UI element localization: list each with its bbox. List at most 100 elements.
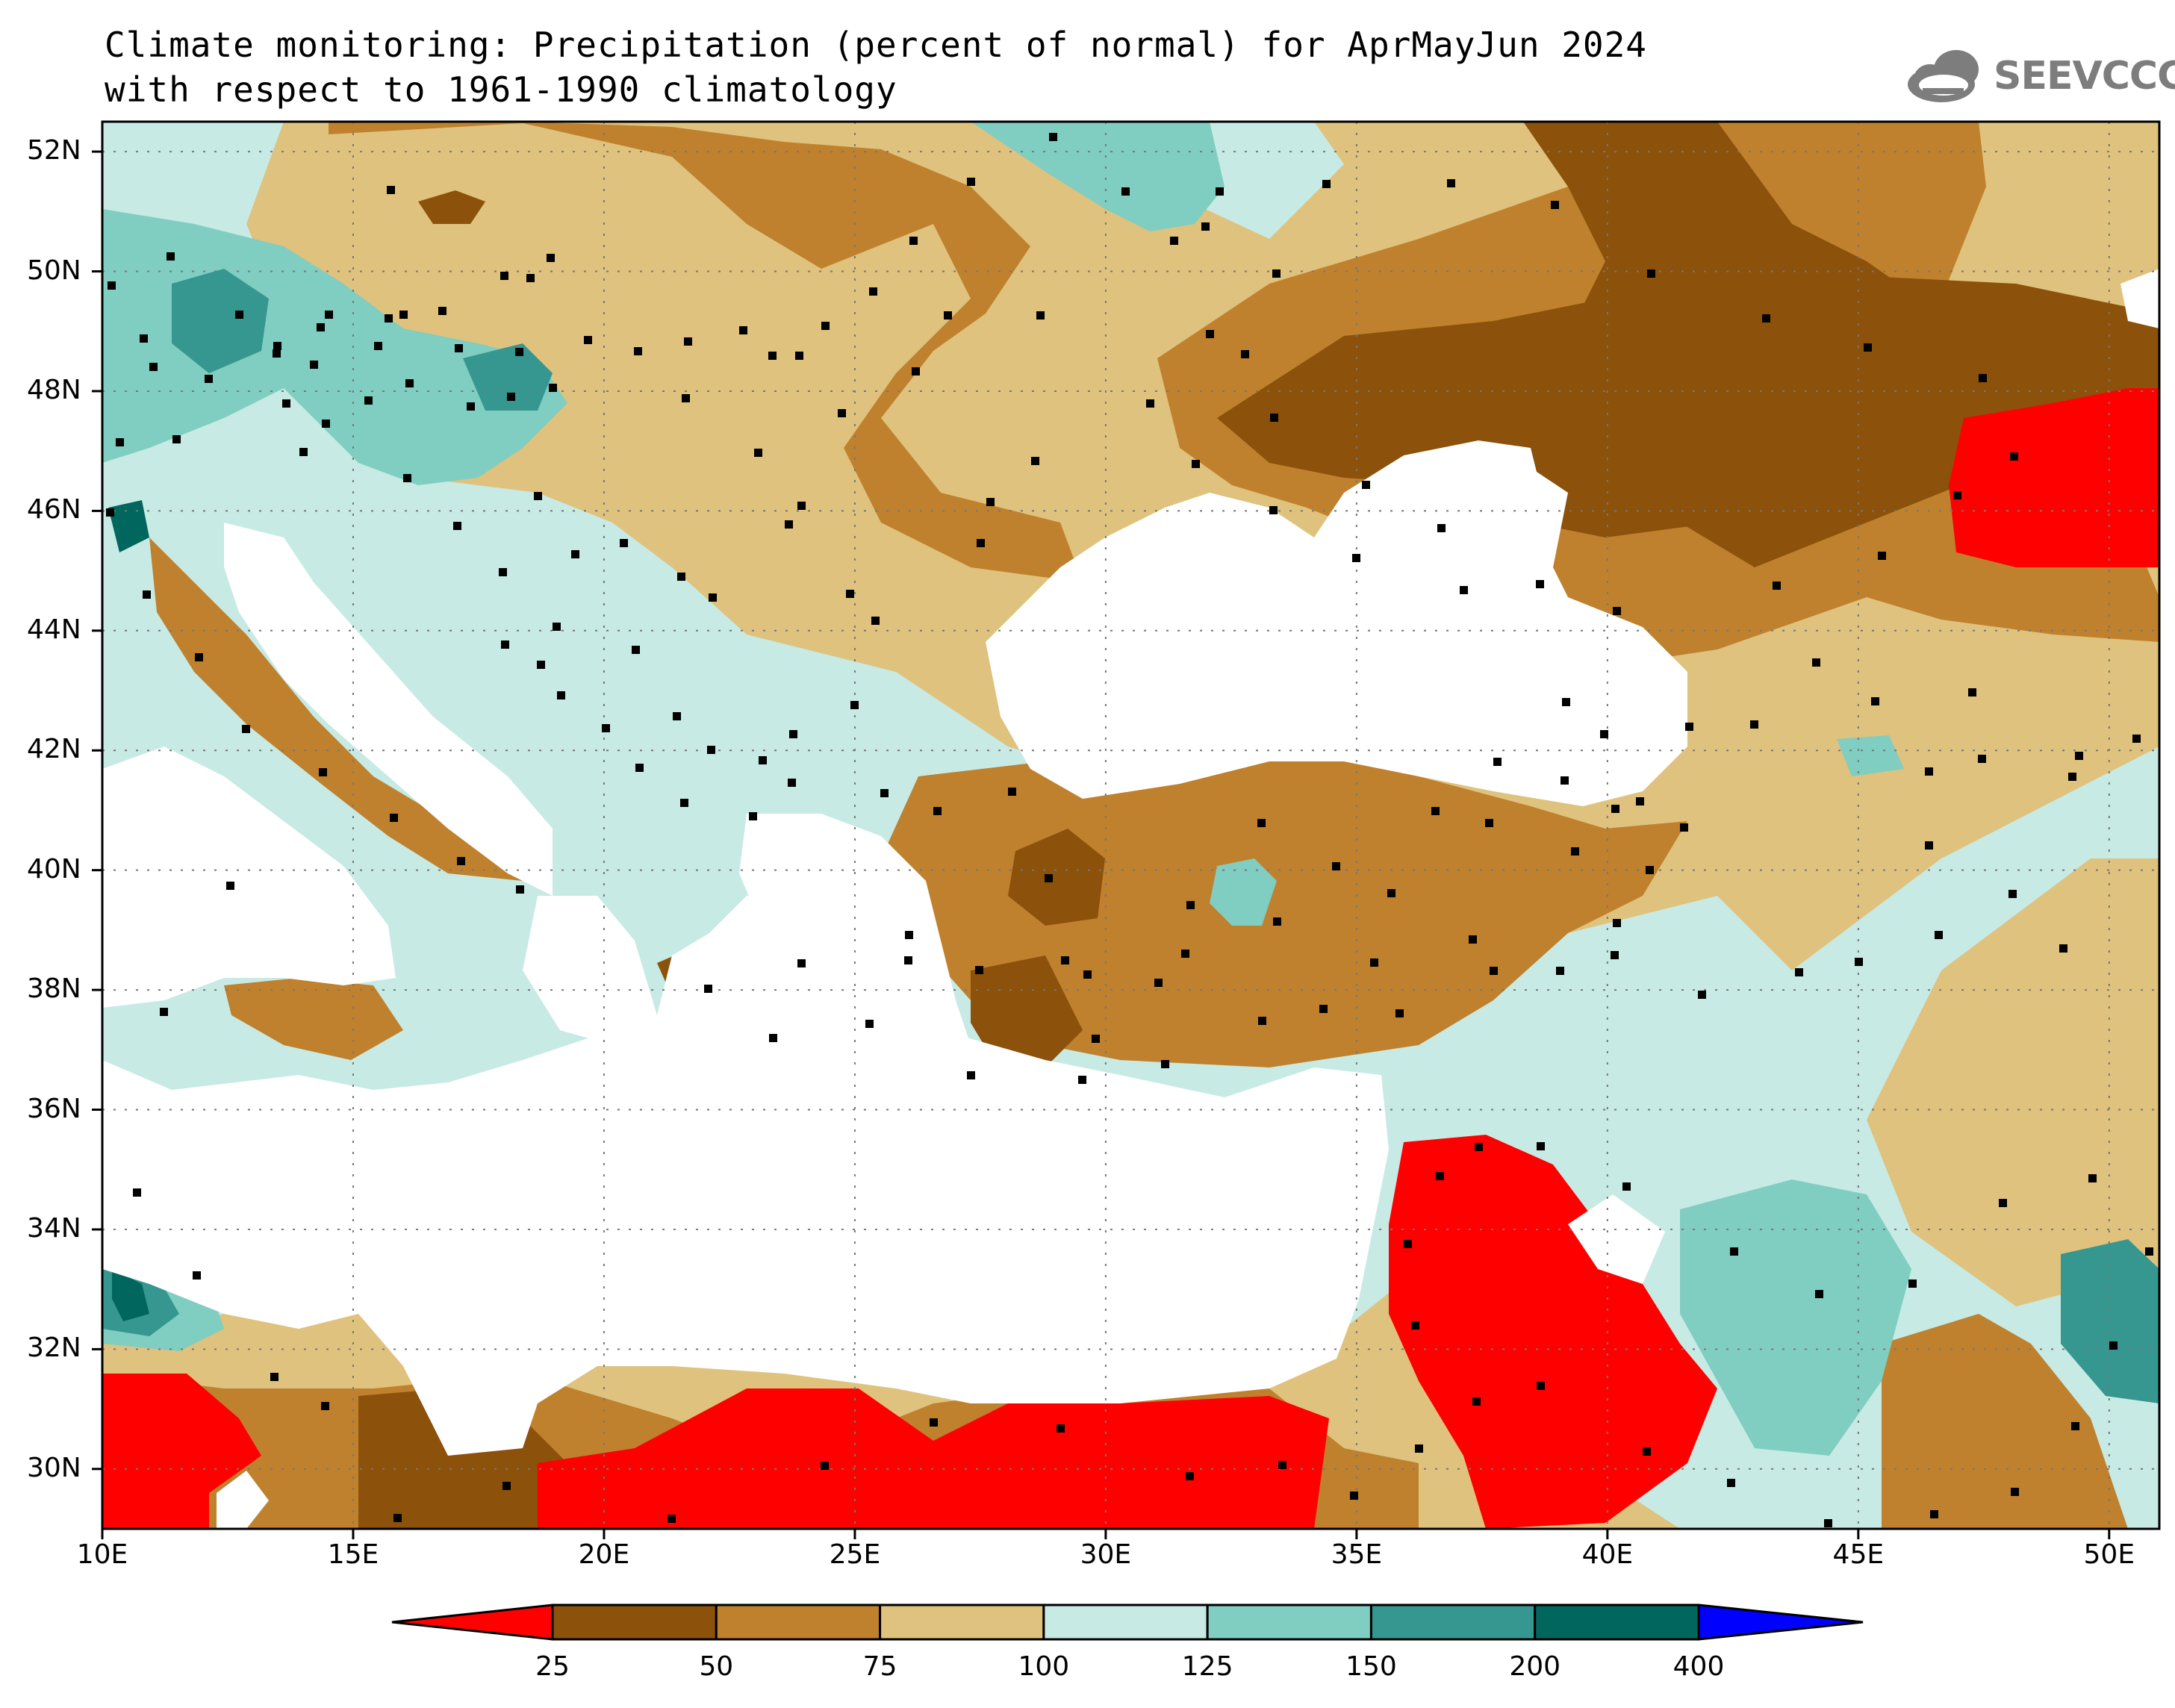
station-marker — [1192, 460, 1200, 468]
station-marker — [632, 646, 640, 654]
colorbar-segment — [551, 1603, 718, 1641]
colorbar-label: 50 — [699, 1651, 734, 1682]
station-marker — [1493, 758, 1502, 766]
station-marker — [1750, 720, 1758, 729]
station-marker — [1201, 222, 1210, 231]
longitude-label: 35E — [1331, 1539, 1383, 1570]
station-marker — [1154, 979, 1163, 987]
station-marker — [1999, 1199, 2007, 1207]
field-below-25-tunisia — [102, 1374, 261, 1529]
station-marker — [797, 959, 806, 967]
station-marker — [1556, 967, 1564, 975]
station-marker — [821, 1462, 829, 1470]
station-marker — [1469, 935, 1477, 944]
station-marker — [986, 498, 995, 506]
station-marker — [1773, 582, 1781, 590]
station-marker — [2071, 1422, 2079, 1430]
station-marker — [1795, 968, 1803, 976]
station-marker — [1864, 343, 1872, 352]
station-marker — [673, 712, 681, 720]
station-marker — [768, 352, 777, 360]
station-marker — [438, 307, 446, 315]
colorbar-label: 25 — [535, 1651, 570, 1682]
station-marker — [1562, 698, 1570, 706]
station-marker — [871, 617, 880, 625]
station-marker — [1332, 862, 1340, 870]
station-marker — [2008, 890, 2017, 898]
colorbar-label: 125 — [1181, 1651, 1233, 1682]
station-marker — [1057, 1424, 1065, 1433]
colorbar-segment — [1042, 1603, 1209, 1641]
station-marker — [537, 661, 545, 669]
longitude-label: 50E — [2083, 1539, 2135, 1570]
station-marker — [2088, 1174, 2097, 1182]
station-marker — [106, 508, 114, 517]
station-marker — [704, 985, 712, 993]
station-marker — [557, 691, 565, 699]
field-below-25-russia — [1949, 388, 2159, 567]
map-field — [102, 122, 2159, 1529]
station-marker — [1636, 797, 1644, 805]
station-marker — [1061, 956, 1069, 964]
station-marker — [319, 768, 327, 776]
station-marker — [1186, 901, 1195, 909]
station-marker — [140, 334, 148, 343]
station-marker — [1278, 1461, 1286, 1469]
station-marker — [620, 539, 628, 547]
station-markers — [106, 133, 2153, 1527]
station-marker — [1935, 931, 1943, 939]
station-marker — [2109, 1341, 2118, 1350]
station-marker — [1762, 314, 1770, 322]
station-marker — [2059, 944, 2067, 953]
colorbar-label: 400 — [1673, 1651, 1725, 1682]
station-marker — [1646, 866, 1654, 874]
station-marker — [405, 379, 414, 387]
station-marker — [880, 789, 889, 797]
station-marker — [1925, 767, 1933, 776]
field-50-75-sicily — [224, 978, 403, 1060]
station-marker — [1551, 201, 1559, 209]
station-marker — [273, 349, 281, 358]
station-marker — [1404, 1240, 1412, 1248]
station-marker — [1272, 269, 1281, 278]
station-marker — [821, 322, 830, 330]
station-marker — [310, 361, 318, 369]
station-marker — [116, 438, 124, 446]
longitude-label: 30E — [1080, 1539, 1132, 1570]
station-marker — [172, 435, 181, 443]
field-150-200-czech — [172, 269, 269, 373]
field-150-200-hungary — [463, 343, 553, 411]
latitude-label: 50N — [27, 255, 81, 286]
station-marker — [850, 701, 859, 709]
latitude-label: 38N — [27, 973, 81, 1005]
station-marker — [1968, 688, 1976, 696]
colorbar-label: 200 — [1509, 1651, 1561, 1682]
station-marker — [684, 337, 692, 346]
station-marker — [2011, 1488, 2019, 1496]
station-marker — [1181, 950, 1189, 958]
station-marker — [1031, 457, 1039, 465]
station-marker — [788, 779, 796, 787]
station-marker — [1350, 1492, 1358, 1500]
station-marker — [785, 520, 793, 529]
gulf-of-persia-edge — [1568, 1194, 1665, 1284]
station-marker — [904, 956, 912, 964]
station-marker — [1871, 697, 1879, 705]
sea-tyrrhenian — [102, 747, 396, 1008]
latitude-label: 40N — [27, 853, 81, 885]
station-marker — [1472, 1397, 1481, 1406]
station-marker — [846, 590, 854, 598]
station-marker — [1170, 237, 1178, 245]
sea-aegean — [739, 814, 971, 1075]
station-marker — [385, 314, 393, 322]
sea-mediterranean — [102, 896, 1389, 1456]
station-marker — [2145, 1247, 2153, 1256]
station-marker — [270, 1373, 279, 1381]
station-marker — [1436, 1172, 1444, 1180]
station-marker — [299, 448, 308, 456]
station-marker — [534, 492, 542, 500]
station-marker — [1206, 330, 1214, 338]
station-marker — [944, 311, 952, 320]
station-marker — [242, 725, 250, 733]
station-marker — [967, 178, 975, 186]
